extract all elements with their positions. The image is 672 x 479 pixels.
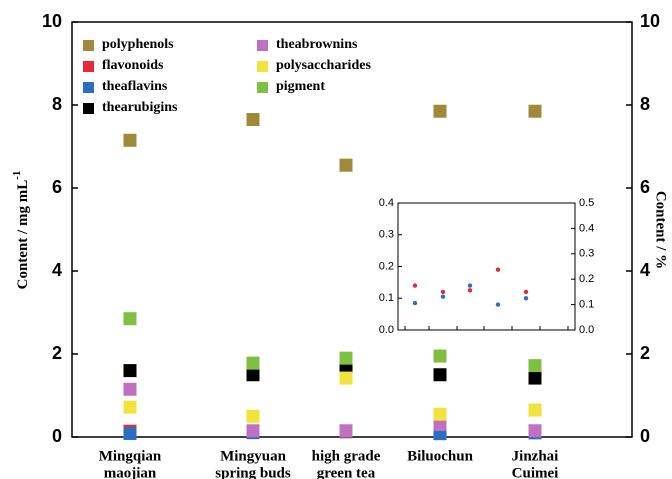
y2-tick-label: 0	[640, 426, 650, 446]
inset-point	[440, 294, 446, 299]
data-point	[123, 312, 137, 326]
data-point	[528, 424, 542, 438]
inset-y2-tick-label: 0.4	[579, 222, 594, 234]
inset-y-tick-label: 0.2	[379, 260, 394, 272]
data-point	[246, 368, 260, 382]
data-point	[528, 104, 542, 118]
data-point	[433, 407, 447, 421]
x-tick-label: spring buds	[215, 465, 291, 479]
inset-point	[467, 288, 473, 293]
data-point	[246, 113, 260, 127]
legend-swatch	[83, 103, 94, 114]
y-axis-label: Content / mg mL-1	[11, 171, 32, 290]
data-point	[528, 359, 542, 373]
legend-label: pigment	[276, 79, 325, 94]
y-axis-label-sup: -1	[11, 171, 23, 180]
y2-tick-label: 8	[640, 94, 650, 114]
legend-label: polysaccharides	[276, 58, 371, 73]
y2-axis-label: Content / %	[653, 191, 669, 269]
data-point	[123, 400, 137, 414]
legend-swatch	[257, 40, 268, 51]
legend-swatch	[83, 40, 94, 51]
inset-y2-tick-label: 0.1	[579, 299, 594, 311]
inset-y2-tick-label: 0.5	[579, 197, 594, 209]
inset-point	[495, 302, 501, 307]
y-tick-label: 0	[52, 426, 62, 446]
inset-point	[412, 283, 418, 288]
legend-label: thearubigins	[102, 100, 178, 115]
inset-point	[495, 267, 501, 272]
legend-label: theaflavins	[102, 79, 168, 94]
data-point	[339, 424, 353, 438]
data-point	[528, 371, 542, 385]
inset-point	[523, 289, 529, 295]
inset-y2-tick-label: 0.3	[579, 248, 594, 260]
inset-point	[523, 296, 529, 301]
data-point	[339, 351, 353, 365]
legend-swatch	[257, 82, 268, 93]
x-tick-label: Mingyuan	[220, 448, 287, 464]
x-tick-label: Mingqian	[99, 448, 162, 464]
data-point	[433, 368, 447, 382]
y2-tick-label: 4	[640, 260, 650, 280]
y-axis-label-text: Content / mg mL	[15, 180, 31, 290]
inset-y-tick-label: 0.4	[379, 197, 394, 209]
inset-background	[358, 190, 608, 342]
inset-y2-tick-label: 0.2	[579, 273, 594, 285]
data-point	[246, 424, 260, 438]
inset-y-tick-label: 0.1	[379, 292, 394, 304]
y2-tick-label: 10	[640, 11, 660, 31]
inset-y2-tick-label: 0.0	[579, 324, 594, 336]
inset-y-tick-label: 0.3	[379, 229, 394, 241]
x-tick-label: green tea	[317, 465, 376, 479]
x-tick-label: Cuimei	[512, 465, 559, 479]
legend-label: polyphenols	[102, 37, 174, 52]
y-tick-label: 4	[52, 260, 62, 280]
legend-swatch	[83, 61, 94, 72]
legend-label: flavonoids	[102, 58, 164, 73]
legend-swatch	[83, 82, 94, 93]
data-point	[123, 364, 137, 378]
y-tick-label: 2	[52, 343, 62, 363]
data-point	[123, 382, 137, 396]
data-point	[123, 426, 137, 440]
y2-tick-label: 2	[640, 343, 650, 363]
inset-y-tick-label: 0.0	[379, 324, 394, 336]
y-tick-label: 10	[42, 11, 62, 31]
inset-point	[467, 283, 473, 288]
x-tick-label: maojian	[104, 465, 157, 479]
y2-tick-label: 6	[640, 177, 650, 197]
data-point	[433, 418, 447, 432]
legend-label: theabrownins	[276, 37, 358, 52]
y-tick-label: 6	[52, 177, 62, 197]
data-point	[433, 104, 447, 118]
legend-swatch	[257, 61, 268, 72]
data-point	[123, 133, 137, 147]
inset-point	[440, 289, 446, 295]
data-point	[246, 409, 260, 423]
data-point	[339, 158, 353, 172]
x-tick-label: high grade	[312, 448, 381, 464]
data-point	[246, 356, 260, 370]
x-tick-label: Biluochun	[407, 448, 474, 464]
inset-point	[412, 300, 418, 306]
data-point	[433, 349, 447, 363]
data-point	[339, 371, 353, 385]
y-tick-label: 8	[52, 94, 62, 114]
x-tick-label: Jinzhai	[512, 448, 559, 464]
data-point	[528, 403, 542, 417]
